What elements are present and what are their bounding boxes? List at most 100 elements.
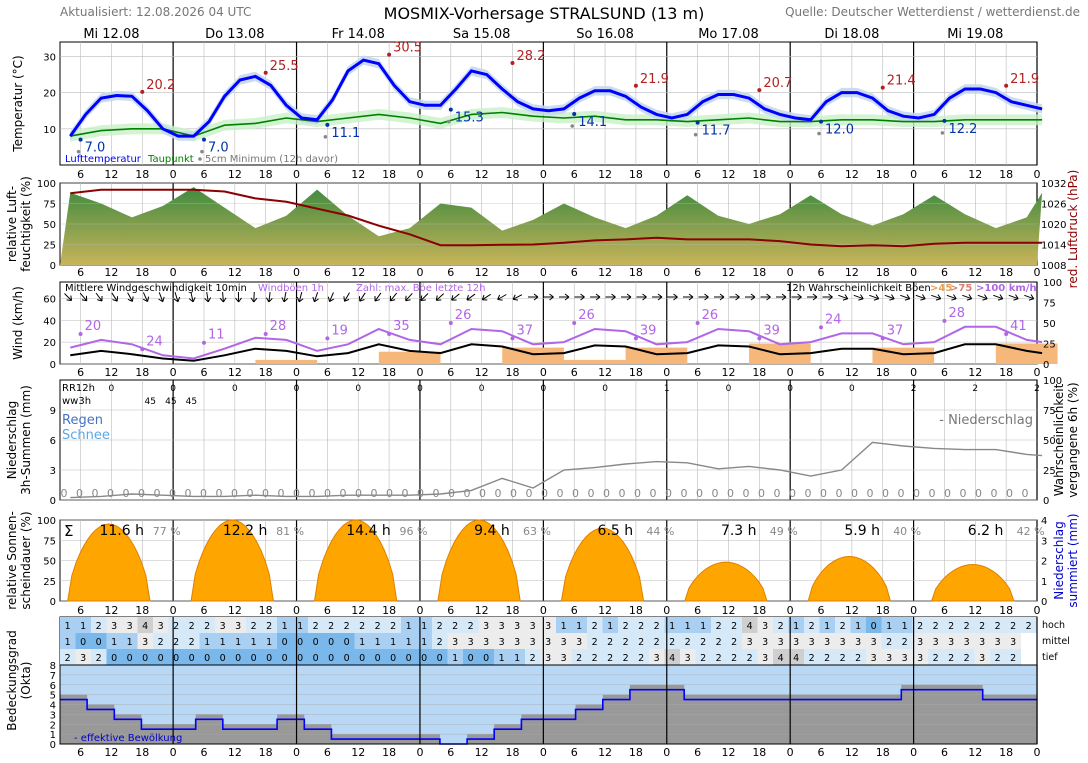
cloud-cell — [943, 649, 959, 665]
cloud-cell-value: 1 — [204, 637, 210, 648]
cloud-cell-value: 0 — [111, 653, 117, 664]
arrow-head — [704, 293, 709, 301]
cloud-cell-value: 3 — [917, 637, 923, 648]
cloud-cell — [819, 633, 835, 649]
cloud-cell — [153, 633, 169, 649]
cloud-cell-value: 2 — [731, 621, 737, 632]
extreme-value: 21.9 — [1010, 72, 1039, 87]
cloud-cell-value: 2 — [700, 653, 706, 664]
cloud-cell-value: 0 — [173, 653, 179, 664]
hour-tick: 18 — [876, 266, 890, 279]
arrow-head — [1013, 294, 1019, 301]
cloud-cell-value: 0 — [297, 653, 303, 664]
cloud-cell-value: 1 — [514, 653, 520, 664]
hour-tick: 6 — [77, 746, 84, 759]
max-gust-marker — [880, 336, 885, 341]
cloud-cell — [184, 617, 200, 633]
hour-tick: 18 — [999, 366, 1013, 379]
rr12h-value: 0 — [109, 384, 115, 394]
arrow-head — [1028, 294, 1035, 301]
hour-tick: 12 — [721, 746, 735, 759]
cloud-cell — [850, 617, 866, 633]
legend-effective-cloud: - effektive Bewölkung — [74, 733, 182, 744]
rr12h-value: 0 — [540, 384, 546, 394]
cloud-cell-value: 3 — [452, 637, 458, 648]
sunshine-area — [931, 563, 1015, 602]
cloud-cell-value: 3 — [824, 637, 830, 648]
cloud-cell — [308, 649, 324, 665]
extreme-marker — [633, 83, 638, 88]
max-gust-marker — [387, 331, 392, 336]
hour-tick: 18 — [259, 168, 273, 181]
arrow-shaft — [466, 293, 476, 301]
cloud-cell-value: 2 — [607, 637, 613, 648]
extreme-marker — [140, 89, 145, 94]
ground-min-marker — [693, 132, 698, 137]
hour-tick: 12 — [968, 266, 982, 279]
rr12h-value: 0 — [294, 384, 300, 394]
hour-tick: 12 — [598, 266, 612, 279]
hour-tick: 6 — [324, 366, 331, 379]
wind-arrow — [884, 294, 895, 301]
max-gust-value: 26 — [578, 308, 595, 323]
cloud-cell-value: 0 — [344, 653, 350, 664]
arrow-shaft — [127, 292, 133, 302]
cloud-cell-value: 3 — [561, 653, 567, 664]
cloud-cell — [974, 617, 990, 633]
daily-sunshine-hours: 11.6 h — [99, 523, 144, 539]
cloud-cell — [509, 649, 525, 665]
rr12h-value: 0 — [602, 384, 608, 394]
cloud-cell-value: 4 — [778, 653, 784, 664]
precip-sum-value: 0 — [200, 487, 207, 500]
hour-tick: 0 — [170, 168, 177, 181]
cloud-cell — [974, 633, 990, 649]
precip-sum-value: 0 — [448, 487, 455, 500]
cloud-cell-value: 3 — [979, 653, 985, 664]
arrow-shaft — [359, 292, 366, 302]
cloud-cell — [633, 633, 649, 649]
cloud-cell — [866, 617, 882, 633]
hour-tick: 12 — [104, 168, 118, 181]
precip-sum-value: 0 — [619, 487, 626, 500]
cloud-cell-value: 2 — [778, 621, 784, 632]
hour-tick: 12 — [475, 266, 489, 279]
cloud-cell — [261, 633, 277, 649]
cloud-cell-value: 0 — [204, 653, 210, 664]
ground-min-marker — [447, 119, 451, 124]
precip-sum-value: 0 — [154, 487, 161, 500]
extreme-value: 21.4 — [887, 74, 916, 89]
precip-sum-value: 0 — [1006, 487, 1013, 500]
legend-mean-wind: Mittlere Windgeschwindigkeit 10min — [65, 283, 247, 294]
cloud-cell — [695, 633, 711, 649]
precip-sum-value: 0 — [650, 487, 657, 500]
extreme-value: 7.0 — [208, 141, 229, 156]
extreme-value: 15.3 — [455, 111, 484, 126]
wind-arrow — [574, 293, 585, 301]
hour-tick: 0 — [293, 168, 300, 181]
precip-sum-value: 0 — [975, 487, 982, 500]
cloud-cell-value: 0 — [282, 653, 288, 664]
hour-tick: 12 — [598, 746, 612, 759]
y2-tick: 50 — [1043, 319, 1056, 330]
cloud-cell — [711, 617, 727, 633]
hour-tick: 6 — [818, 366, 825, 379]
cloud-cell — [757, 649, 773, 665]
arrow-shaft — [158, 292, 164, 302]
arrow-head — [158, 296, 165, 303]
cloud-cell-value: 3 — [778, 637, 784, 648]
cloud-cell — [339, 649, 355, 665]
wind-arrow — [451, 293, 460, 301]
rr12h-value: 0 — [787, 384, 793, 394]
cloud-cell-value: 3 — [483, 637, 489, 648]
hour-tick: 12 — [598, 366, 612, 379]
cloud-cell-value: 1 — [406, 621, 412, 632]
hour-tick: 12 — [228, 168, 242, 181]
cloud-cell — [633, 649, 649, 665]
arrow-head — [828, 293, 833, 301]
hour-tick: 18 — [506, 168, 520, 181]
hour-tick: 12 — [475, 746, 489, 759]
cloud-cell — [618, 617, 634, 633]
rr12h-label: RR12h — [62, 383, 95, 394]
cloud-cell-value: 2 — [917, 621, 923, 632]
hour-tick: 0 — [416, 604, 423, 617]
